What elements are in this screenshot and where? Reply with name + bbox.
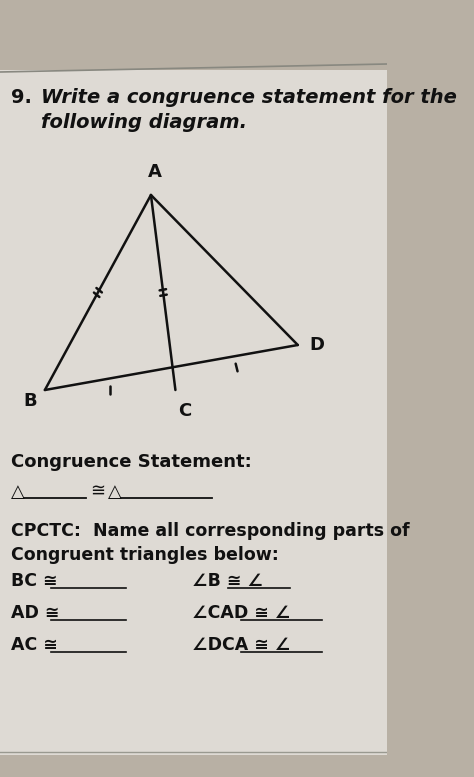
Text: ≅: ≅: [90, 483, 105, 501]
Text: Write a congruence statement for the: Write a congruence statement for the: [41, 88, 456, 107]
Text: △: △: [11, 483, 25, 501]
Text: C: C: [178, 402, 191, 420]
Text: D: D: [309, 336, 324, 354]
Text: CPCTC:  Name all corresponding parts of: CPCTC: Name all corresponding parts of: [11, 522, 410, 540]
Text: ∠CAD ≅ ∠: ∠CAD ≅ ∠: [191, 604, 290, 622]
Text: following diagram.: following diagram.: [41, 113, 247, 132]
Text: △: △: [108, 483, 121, 501]
Text: BC ≅: BC ≅: [11, 572, 58, 590]
Text: Congruence Statement:: Congruence Statement:: [11, 453, 252, 471]
Text: ∠B ≅ ∠: ∠B ≅ ∠: [191, 572, 263, 590]
Text: ∠DCA ≅ ∠: ∠DCA ≅ ∠: [191, 636, 290, 654]
Text: AC ≅: AC ≅: [11, 636, 58, 654]
Text: 9.: 9.: [11, 88, 32, 107]
Text: AD ≅: AD ≅: [11, 604, 60, 622]
Text: B: B: [23, 392, 37, 410]
Text: A: A: [148, 163, 162, 181]
Bar: [0, 70, 387, 755]
Text: Congruent triangles below:: Congruent triangles below:: [11, 546, 279, 564]
